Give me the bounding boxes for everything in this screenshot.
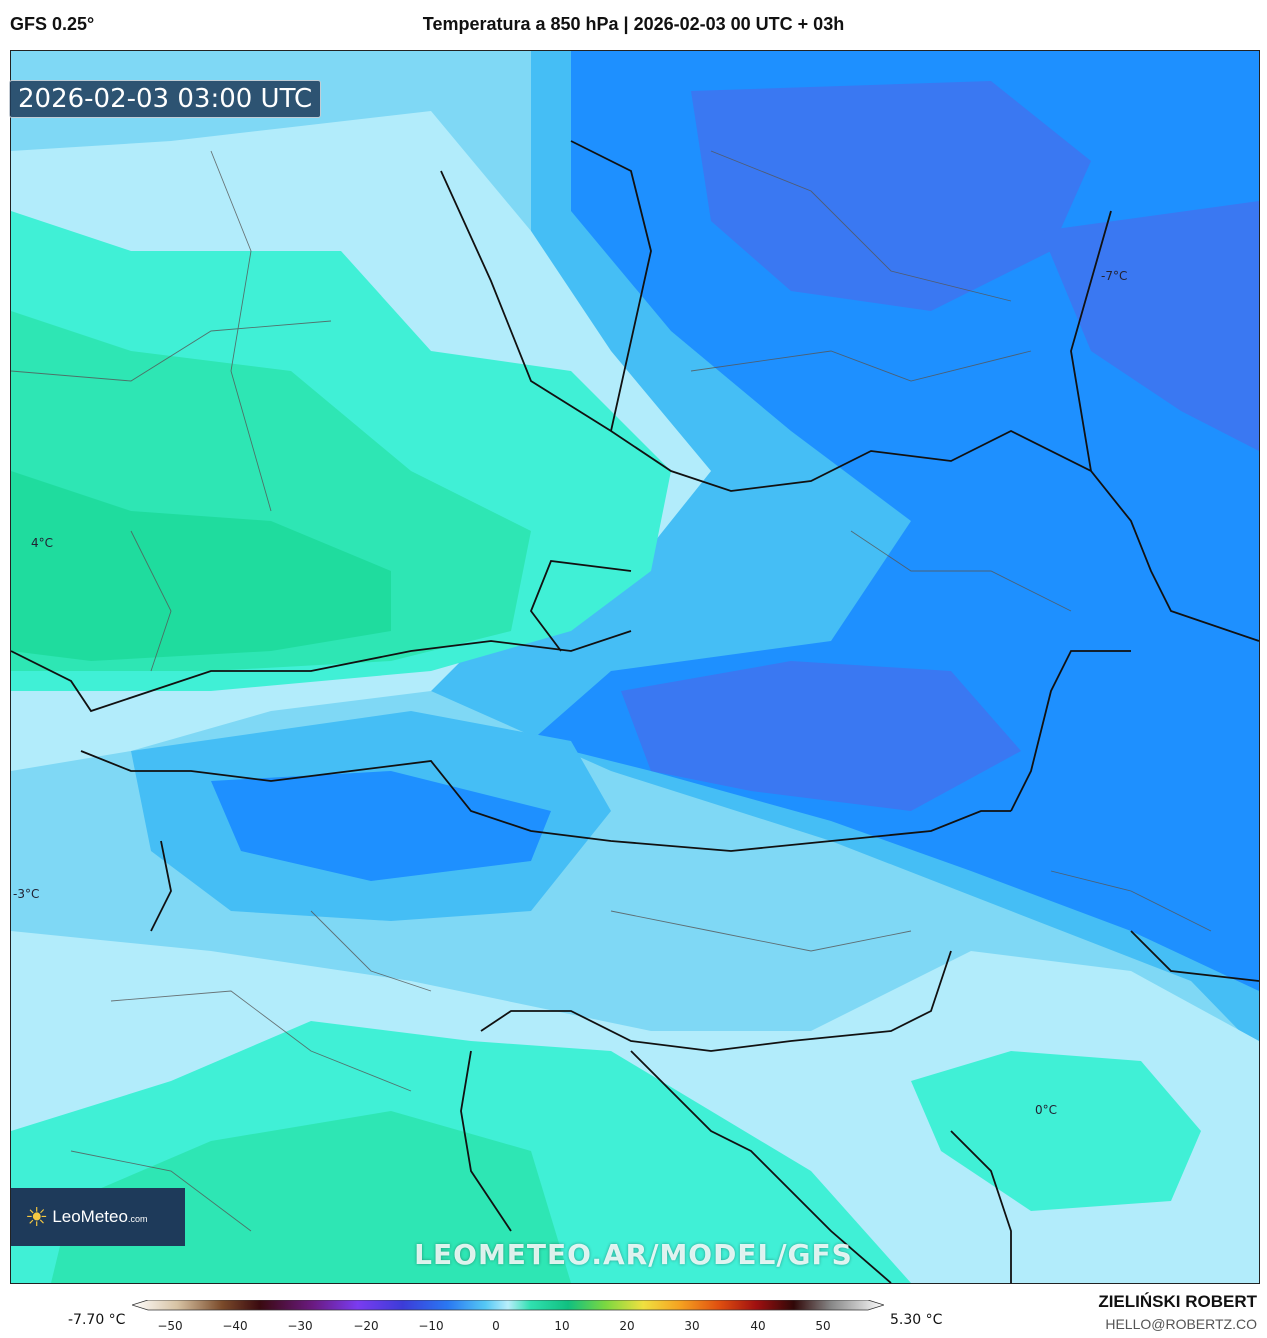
author-block: ZIELIŃSKI ROBERT HELLO@ROBERTZ.CO [1098,1292,1257,1332]
legend-tick: 50 [815,1319,830,1333]
legend-tick: 30 [684,1319,699,1333]
legend-max-value: 5.30 °C [890,1312,943,1328]
map-canvas [11,51,1259,1283]
legend-min-value: -7.70 °C [68,1312,126,1328]
country-borders [11,140,1259,1283]
legend-tick: −20 [353,1319,378,1333]
temperature-map[interactable]: 4°C -7°C -3°C 0°C [10,50,1260,1284]
isotherm-label-0: 0°C [1035,1103,1058,1117]
valid-time-badge: 2026-02-03 03:00 UTC [9,80,322,118]
field-alps-core [211,771,551,881]
legend-tick: −10 [418,1319,443,1333]
isotherm-label-4: 4°C [31,536,54,550]
legend-tick: 20 [619,1319,634,1333]
legend-tick: 10 [554,1319,569,1333]
legend-footer: -7.70 °C [0,1290,1267,1338]
isotherm-label-minus3: -3°C [13,887,40,901]
legend-tick: −40 [222,1319,247,1333]
field-cold-7c [621,661,1021,811]
field-cold-7a [691,81,1091,311]
author-email[interactable]: HELLO@ROBERTZ.CO [1105,1316,1257,1332]
chart-title: Temperatura a 850 hPa | 2026-02-03 00 UT… [422,14,845,34]
field-hungary-warm [911,1051,1201,1211]
header: GFS 0.25° Temperatura a 850 hPa | 2026-0… [0,0,1267,50]
model-name: GFS 0.25° [10,14,95,34]
author-name: ZIELIŃSKI ROBERT [1098,1292,1257,1311]
legend-tick: −50 [157,1319,182,1333]
field-warm-4 [11,471,391,661]
isotherm-label-minus7: -7°C [1101,269,1128,283]
color-scale-bar: −50 −40 −30 −20 −10 0 10 20 30 40 50 [132,1300,884,1333]
leometeo-logo[interactable]: ☀ LeoMeteo.com [11,1188,185,1246]
sun-icon: ☀ [25,1201,49,1232]
regional-borders [11,150,1212,1232]
legend-tick: 40 [750,1319,765,1333]
logo-suffix: .com [127,1214,148,1224]
logo-brand: LeoMeteo [52,1207,128,1226]
legend-tick: 0 [492,1319,500,1333]
watermark: LEOMETEO.AR/MODEL/GFS [414,1238,853,1271]
legend-tick: −30 [287,1319,312,1333]
